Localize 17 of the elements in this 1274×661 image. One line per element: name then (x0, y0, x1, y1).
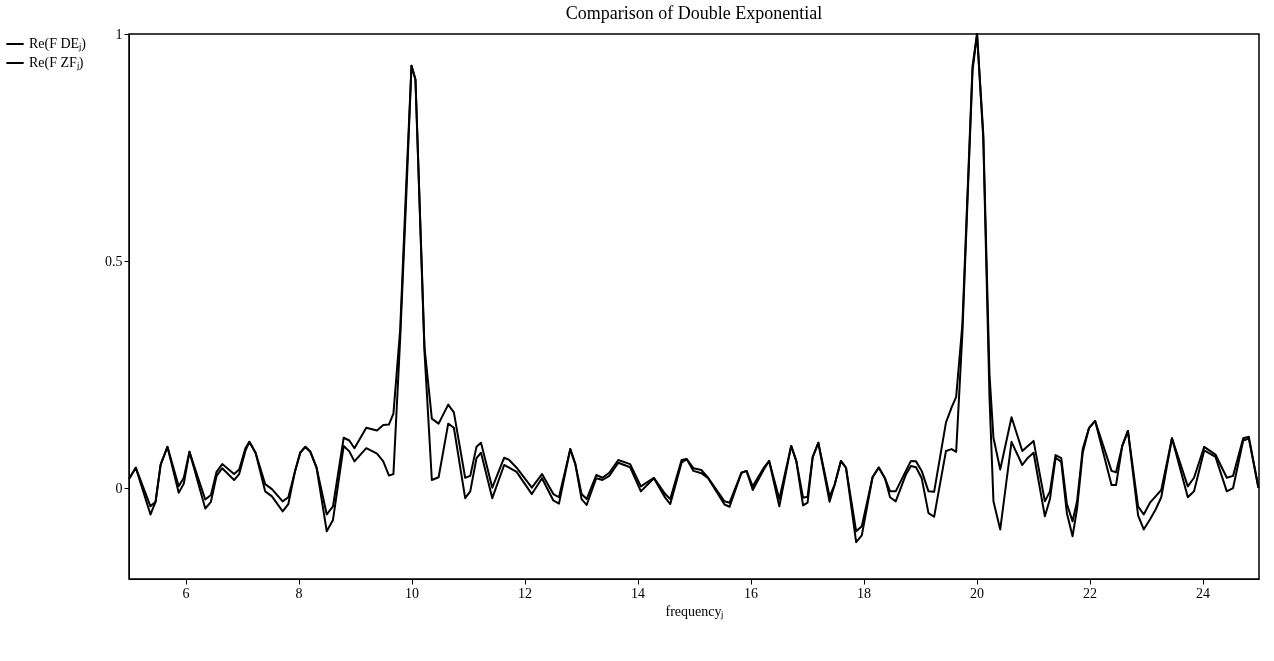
x-tick-label: 12 (518, 585, 532, 601)
y-tick-label: 0 (115, 480, 123, 496)
x-tick-label: 14 (631, 585, 645, 601)
x-tick-label: 18 (857, 585, 871, 601)
y-tick-label: 1 (115, 26, 123, 42)
x-tick-label: 16 (744, 585, 758, 601)
x-tick-label: 10 (405, 585, 419, 601)
x-tick-label: 22 (1083, 585, 1097, 601)
y-tick-label: 0.5 (105, 253, 123, 269)
x-tick-label: 24 (1196, 585, 1210, 601)
x-tick-label: 6 (182, 585, 190, 601)
x-tick-label: 8 (295, 585, 303, 601)
x-axis-title: frequencyⱼ (665, 603, 724, 620)
legend-label: Re(F DEⱼ) (29, 36, 87, 52)
chart-title: Comparison of Double Exponential (565, 3, 823, 23)
legend-label: Re(F ZFⱼ) (29, 55, 84, 71)
x-tick-label: 20 (970, 585, 984, 601)
